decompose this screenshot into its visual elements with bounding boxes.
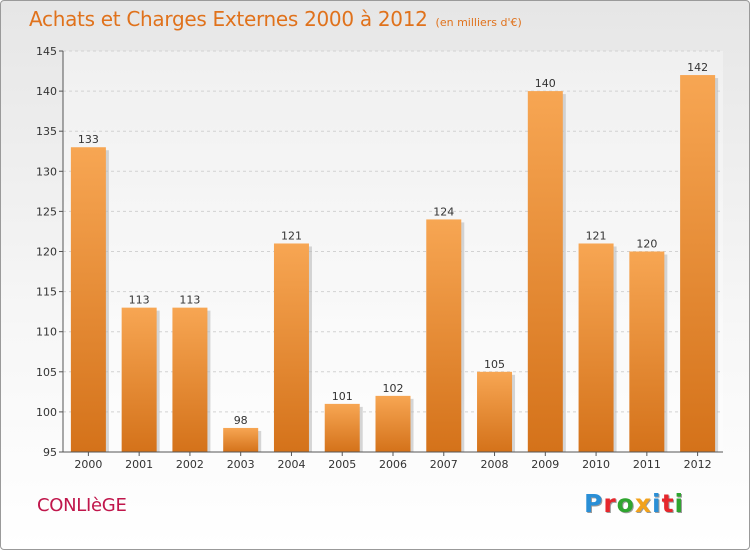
value-label: 140 bbox=[535, 77, 556, 90]
value-label: 133 bbox=[78, 133, 99, 146]
bar-2000 bbox=[70, 147, 106, 453]
bar-2002 bbox=[172, 307, 208, 452]
value-label: 121 bbox=[586, 229, 607, 242]
value-label: 101 bbox=[332, 390, 353, 403]
x-tick-label: 2008 bbox=[481, 458, 509, 471]
logo-letter: x bbox=[634, 489, 652, 518]
bar-2003 bbox=[223, 427, 259, 452]
x-tick-label: 2001 bbox=[125, 458, 153, 471]
x-tick-label: 2009 bbox=[531, 458, 559, 471]
y-tick-label: 105 bbox=[36, 366, 57, 379]
y-tick-label: 140 bbox=[36, 85, 57, 98]
value-label: 124 bbox=[433, 205, 454, 218]
x-tick-label: 2011 bbox=[633, 458, 661, 471]
bar-2005 bbox=[324, 403, 360, 452]
x-tick-label: 2007 bbox=[430, 458, 458, 471]
bar-2004 bbox=[273, 243, 309, 452]
logo-letter: P bbox=[584, 489, 604, 518]
y-tick-label: 100 bbox=[36, 406, 57, 419]
title-text: Achats et Charges Externes 2000 à 2012 bbox=[29, 7, 428, 31]
chart-title: Achats et Charges Externes 2000 à 2012 (e… bbox=[29, 7, 522, 31]
proxiti-logo[interactable]: Proxiti bbox=[584, 489, 684, 518]
bar-2008 bbox=[477, 371, 513, 452]
x-tick-label: 2012 bbox=[684, 458, 712, 471]
bar-2007 bbox=[426, 219, 462, 452]
logo-letter: t bbox=[661, 489, 675, 518]
bar-2010 bbox=[578, 243, 614, 452]
y-tick-label: 125 bbox=[36, 205, 57, 218]
logo-letter: i bbox=[674, 489, 685, 518]
bars: 133 113 113 98 121 101 102 124 105 140 121 120 142 bbox=[70, 61, 719, 453]
bar-2001 bbox=[121, 307, 157, 452]
value-label: 113 bbox=[179, 294, 200, 307]
y-tick-label: 145 bbox=[36, 45, 57, 58]
x-tick-label: 2010 bbox=[582, 458, 610, 471]
x-tick-label: 2003 bbox=[227, 458, 255, 471]
bar-2009 bbox=[527, 91, 563, 452]
unit-note: (en milliers d'€) bbox=[435, 16, 522, 29]
logo-letter: i bbox=[652, 489, 662, 518]
x-tick-label: 2005 bbox=[328, 458, 356, 471]
bar-2012 bbox=[680, 75, 716, 452]
city-name: CONLIèGE bbox=[37, 495, 127, 516]
y-tick-label: 115 bbox=[36, 286, 57, 299]
value-label: 98 bbox=[234, 414, 248, 427]
y-tick-label: 120 bbox=[36, 246, 57, 259]
x-tick-label: 2000 bbox=[74, 458, 102, 471]
value-label: 121 bbox=[281, 229, 302, 242]
bar-2006 bbox=[375, 395, 411, 452]
x-tick-label: 2006 bbox=[379, 458, 407, 471]
y-tick-label: 135 bbox=[36, 125, 57, 138]
value-label: 113 bbox=[129, 294, 150, 307]
value-label: 120 bbox=[636, 238, 657, 251]
logo-letter: r bbox=[603, 489, 617, 518]
y-tick-label: 95 bbox=[43, 446, 57, 459]
x-tick-label: 2002 bbox=[176, 458, 204, 471]
value-label: 142 bbox=[687, 61, 708, 74]
x-tick-label: 2004 bbox=[277, 458, 305, 471]
bar-2011 bbox=[629, 251, 665, 452]
value-label: 105 bbox=[484, 358, 505, 371]
y-tick-label: 110 bbox=[36, 326, 57, 339]
value-label: 102 bbox=[383, 382, 404, 395]
axes: 95 100 105 110 115 120 125 130 135 140 145 2000 2001… bbox=[36, 45, 723, 471]
y-tick-label: 130 bbox=[36, 165, 57, 178]
logo-letter: o bbox=[616, 489, 635, 518]
